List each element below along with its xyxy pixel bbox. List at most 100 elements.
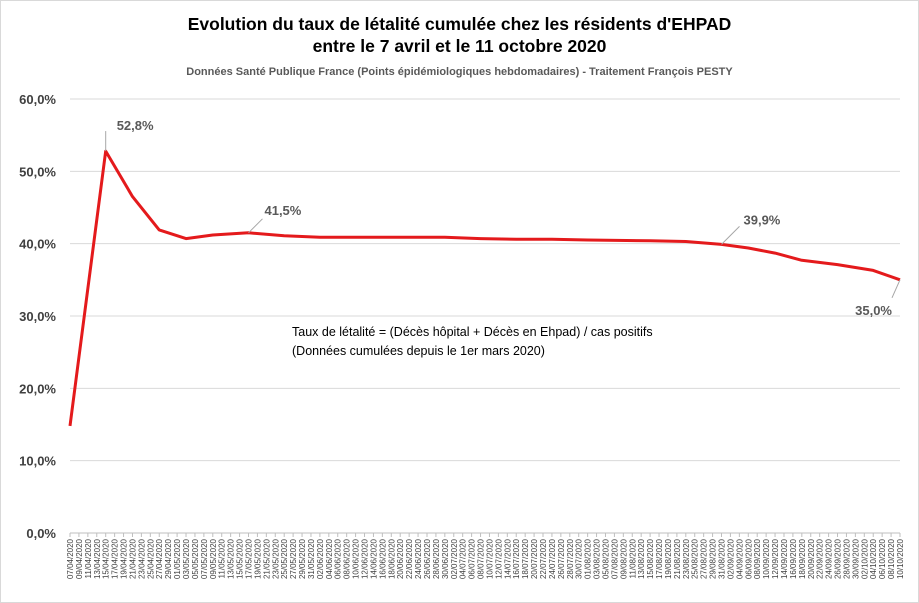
x-tick-label: 18/09/2020 bbox=[798, 538, 807, 579]
x-axis: 07/04/2020 09/04/2020 11/04/2020 13/04/2020… bbox=[66, 532, 905, 579]
y-tick-label: 50,0% bbox=[19, 164, 56, 179]
x-tick-label: 11/08/2020 bbox=[628, 538, 637, 578]
x-tick-label: 05/08/2020 bbox=[601, 538, 610, 579]
x-tick-label: 06/06/2020 bbox=[334, 538, 343, 579]
x-tick-label: 11/05/2020 bbox=[218, 538, 227, 578]
x-tick-label: 19/05/2020 bbox=[253, 538, 262, 579]
x-tick-label: 13/05/2020 bbox=[227, 538, 236, 579]
x-tick-label: 26/07/2020 bbox=[557, 538, 566, 579]
x-tick-label: 24/06/2020 bbox=[414, 538, 423, 579]
x-tick-label: 27/08/2020 bbox=[700, 538, 709, 579]
x-tick-label: 23/05/2020 bbox=[271, 538, 280, 579]
x-tick-label: 10/07/2020 bbox=[485, 538, 494, 579]
series-line bbox=[68, 149, 901, 427]
y-tick-label: 40,0% bbox=[19, 237, 56, 252]
x-tick-label: 09/05/2020 bbox=[209, 538, 218, 579]
data-label: 52,8% bbox=[117, 118, 154, 133]
x-tick-label: 01/08/2020 bbox=[584, 538, 593, 579]
x-tick-label: 27/04/2020 bbox=[155, 538, 164, 579]
annotation-line-2: (Données cumulées depuis le 1er mars 202… bbox=[292, 344, 545, 358]
x-tick-label: 14/09/2020 bbox=[780, 538, 789, 579]
x-tick-label: 28/07/2020 bbox=[566, 538, 575, 579]
x-tick-label: 23/04/2020 bbox=[137, 538, 146, 579]
data-label: 39,9% bbox=[744, 212, 781, 227]
x-tick-label: 27/05/2020 bbox=[289, 538, 298, 579]
x-tick-label: 19/04/2020 bbox=[120, 538, 129, 579]
x-tick-label: 01/05/2020 bbox=[173, 538, 182, 579]
y-tick-label: 60,0% bbox=[19, 92, 56, 107]
x-tick-label: 08/06/2020 bbox=[343, 538, 352, 579]
x-tick-label: 12/09/2020 bbox=[771, 538, 780, 579]
x-tick-label: 26/09/2020 bbox=[834, 538, 843, 579]
x-tick-label: 02/07/2020 bbox=[450, 538, 459, 579]
x-tick-label: 19/08/2020 bbox=[664, 538, 673, 579]
chart-title: Evolution du taux de létalité cumulée ch… bbox=[187, 14, 732, 34]
x-tick-label: 20/06/2020 bbox=[396, 538, 405, 579]
x-tick-label: 07/05/2020 bbox=[200, 538, 209, 579]
y-tick-label: 20,0% bbox=[19, 381, 56, 396]
data-label-leader bbox=[248, 218, 263, 234]
x-tick-label: 29/05/2020 bbox=[298, 538, 307, 579]
x-tick-label: 22/07/2020 bbox=[539, 538, 548, 579]
x-tick-label: 23/08/2020 bbox=[682, 538, 691, 579]
x-tick-label: 10/06/2020 bbox=[352, 538, 361, 579]
x-tick-label: 13/04/2020 bbox=[93, 538, 102, 579]
x-tick-label: 28/09/2020 bbox=[842, 538, 851, 579]
data-label: 41,5% bbox=[264, 203, 301, 218]
x-tick-label: 21/08/2020 bbox=[673, 538, 682, 579]
x-tick-label: 15/04/2020 bbox=[102, 538, 111, 579]
chart-subtitle: Données Santé Publique France (Points ép… bbox=[186, 66, 733, 78]
x-tick-label: 30/07/2020 bbox=[575, 538, 584, 579]
x-tick-label: 24/09/2020 bbox=[825, 538, 834, 579]
data-labels: 52,8% 41,5% 39,9% 35,0% bbox=[105, 118, 901, 318]
x-tick-label: 09/04/2020 bbox=[75, 538, 84, 579]
x-tick-label: 13/08/2020 bbox=[637, 538, 646, 579]
x-tick-label: 25/05/2020 bbox=[280, 538, 289, 579]
x-tick-label: 03/05/2020 bbox=[182, 538, 191, 579]
x-tick-label: 11/04/2020 bbox=[84, 538, 93, 578]
x-tick-label: 29/08/2020 bbox=[709, 538, 718, 579]
y-tick-label: 10,0% bbox=[19, 454, 56, 469]
x-tick-label: 06/07/2020 bbox=[468, 538, 477, 579]
x-tick-label: 14/06/2020 bbox=[369, 538, 378, 579]
x-tick-label: 07/04/2020 bbox=[66, 538, 75, 579]
x-tick-label: 15/05/2020 bbox=[236, 538, 245, 579]
x-tick-label: 10/10/2020 bbox=[896, 538, 905, 579]
x-tick-label: 12/06/2020 bbox=[361, 538, 370, 579]
x-tick-label: 20/09/2020 bbox=[807, 538, 816, 579]
x-tick-label: 12/07/2020 bbox=[494, 538, 503, 579]
x-tick-label: 09/08/2020 bbox=[619, 538, 628, 579]
x-tick-label: 18/06/2020 bbox=[387, 538, 396, 579]
x-tick-label: 31/08/2020 bbox=[718, 538, 727, 579]
x-tick-label: 08/07/2020 bbox=[477, 538, 486, 579]
x-tick-label: 21/05/2020 bbox=[262, 538, 271, 579]
x-tick-label: 08/10/2020 bbox=[887, 538, 896, 579]
x-tick-label: 04/09/2020 bbox=[735, 538, 744, 579]
x-tick-label: 16/06/2020 bbox=[378, 538, 387, 579]
y-tick-label: 0,0% bbox=[26, 526, 56, 541]
x-tick-label: 25/04/2020 bbox=[146, 538, 155, 579]
x-tick-label: 10/09/2020 bbox=[762, 538, 771, 579]
x-tick-label: 06/10/2020 bbox=[878, 538, 887, 579]
annotation-line-1: Taux de létalité = (Décès hôpital + Décè… bbox=[292, 325, 653, 339]
x-tick-label: 30/09/2020 bbox=[851, 538, 860, 579]
x-tick-label: 04/07/2020 bbox=[459, 538, 468, 579]
y-axis-tick-labels: 0,0% 10,0% 20,0% 30,0% 40,0% 50,0% 60,0% bbox=[19, 92, 56, 541]
formula-annotation: Taux de létalité = (Décès hôpital + Décè… bbox=[292, 323, 653, 361]
x-tick-label: 08/09/2020 bbox=[753, 538, 762, 579]
x-tick-label: 02/10/2020 bbox=[860, 538, 869, 579]
x-tick-label: 28/06/2020 bbox=[432, 538, 441, 579]
x-tick-label: 04/06/2020 bbox=[325, 538, 334, 579]
gridlines bbox=[70, 98, 900, 462]
x-tick-label: 22/06/2020 bbox=[405, 538, 414, 579]
x-tick-label: 30/06/2020 bbox=[441, 538, 450, 579]
x-tick-label: 17/08/2020 bbox=[655, 538, 664, 579]
y-tick-label: 30,0% bbox=[19, 309, 56, 324]
x-tick-label: 05/05/2020 bbox=[191, 538, 200, 579]
x-tick-label: 24/07/2020 bbox=[548, 538, 557, 579]
x-tick-label: 29/04/2020 bbox=[164, 538, 173, 579]
x-tick-label: 16/09/2020 bbox=[789, 538, 798, 579]
x-tick-label: 15/08/2020 bbox=[646, 538, 655, 579]
x-tick-label: 03/08/2020 bbox=[593, 538, 602, 579]
x-tick-label: 07/08/2020 bbox=[610, 538, 619, 579]
